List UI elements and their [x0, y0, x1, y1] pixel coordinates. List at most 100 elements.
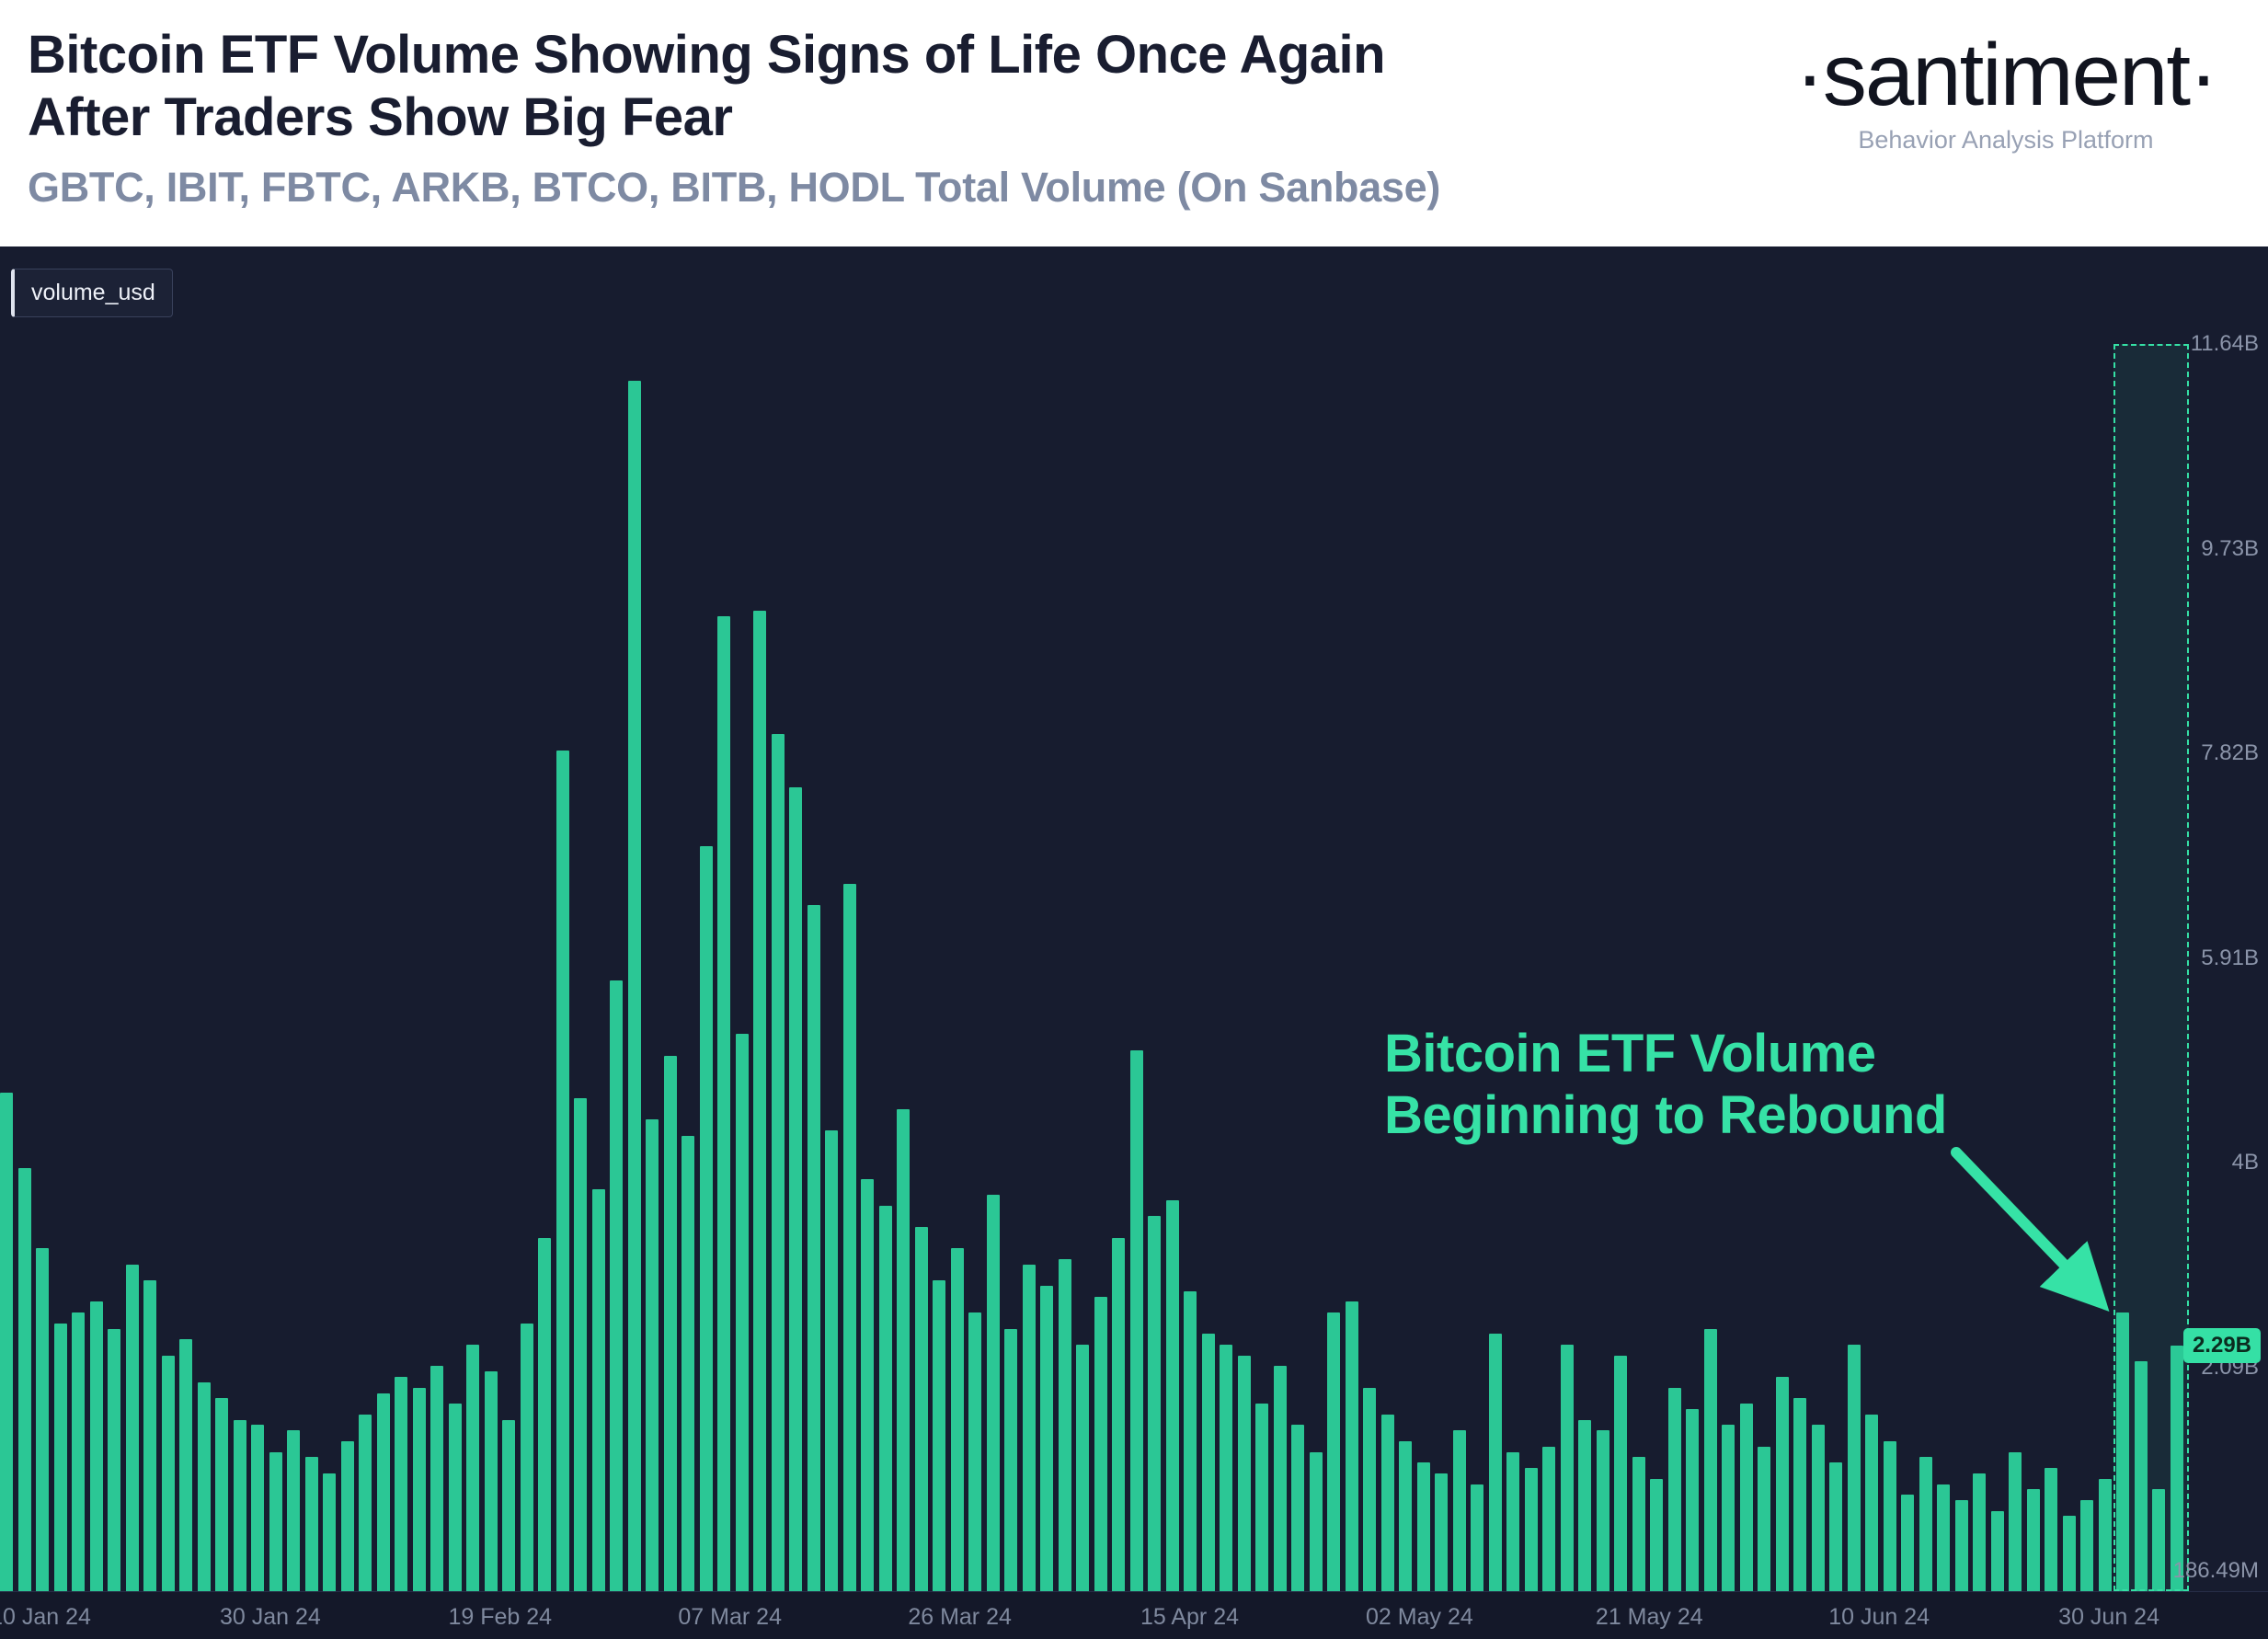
volume-bar[interactable] — [1596, 1430, 1609, 1591]
volume-bar[interactable] — [1703, 1328, 1717, 1591]
volume-bar[interactable] — [610, 980, 623, 1591]
volume-bar[interactable] — [1255, 1404, 1268, 1591]
volume-bar[interactable] — [771, 734, 785, 1591]
volume-bar[interactable] — [878, 1205, 892, 1591]
volume-bar[interactable] — [466, 1345, 479, 1591]
volume-bar[interactable] — [1758, 1446, 1770, 1591]
volume-bar[interactable] — [933, 1280, 945, 1591]
volume-bar[interactable] — [1291, 1425, 1304, 1591]
volume-bar[interactable] — [430, 1366, 443, 1591]
volume-bar[interactable] — [897, 1108, 910, 1591]
volume-bar[interactable] — [591, 1189, 605, 1591]
volume-bar[interactable] — [825, 1130, 838, 1591]
volume-bar[interactable] — [1578, 1419, 1591, 1591]
volume-bar[interactable] — [1076, 1345, 1089, 1591]
volume-bar[interactable] — [1112, 1237, 1125, 1591]
volume-bar[interactable] — [1686, 1408, 1699, 1591]
volume-bar[interactable] — [2098, 1478, 2112, 1591]
volume-bar[interactable] — [1184, 1290, 1197, 1591]
volume-bar[interactable] — [1148, 1216, 1161, 1591]
volume-bar[interactable] — [1973, 1473, 1986, 1591]
volume-bar[interactable] — [1919, 1457, 1932, 1591]
volume-bar[interactable] — [1363, 1387, 1376, 1591]
volume-bar[interactable] — [395, 1377, 407, 1591]
volume-bar[interactable] — [287, 1430, 300, 1591]
volume-bar[interactable] — [448, 1404, 462, 1591]
volume-bar[interactable] — [1471, 1484, 1483, 1591]
volume-bar[interactable] — [1614, 1355, 1627, 1591]
volume-bar[interactable] — [2009, 1451, 2022, 1591]
volume-bar[interactable] — [36, 1248, 49, 1591]
volume-bar[interactable] — [1829, 1462, 1842, 1591]
volume-bar[interactable] — [1380, 1414, 1394, 1591]
volume-bar[interactable] — [1237, 1355, 1251, 1591]
volume-bar[interactable] — [968, 1312, 981, 1591]
volume-bar[interactable] — [1452, 1430, 1466, 1591]
volume-bar[interactable] — [1435, 1473, 1448, 1591]
volume-bar[interactable] — [17, 1167, 31, 1591]
volume-bar[interactable] — [682, 1135, 694, 1591]
volume-bar[interactable] — [1901, 1495, 1914, 1591]
volume-bar[interactable] — [1775, 1377, 1789, 1591]
volume-bar[interactable] — [1488, 1334, 1502, 1591]
volume-bar[interactable] — [1129, 1049, 1143, 1591]
volume-bar[interactable] — [1416, 1462, 1430, 1591]
volume-bar[interactable] — [699, 846, 713, 1591]
volume-bar[interactable] — [753, 611, 766, 1591]
volume-bar[interactable] — [1399, 1440, 1412, 1591]
volume-bar[interactable] — [233, 1419, 246, 1591]
volume-bar[interactable] — [520, 1323, 533, 1591]
volume-bar[interactable] — [2080, 1499, 2093, 1591]
volume-bar[interactable] — [1632, 1457, 1645, 1591]
volume-bar[interactable] — [914, 1226, 928, 1591]
volume-bar[interactable] — [807, 905, 820, 1591]
volume-bar[interactable] — [1345, 1301, 1358, 1591]
volume-bar[interactable] — [663, 1055, 677, 1591]
volume-bar[interactable] — [269, 1451, 282, 1591]
volume-bar[interactable] — [538, 1237, 551, 1591]
volume-bar[interactable] — [1040, 1286, 1053, 1591]
volume-bar[interactable] — [108, 1328, 120, 1591]
volume-bar[interactable] — [1542, 1446, 1555, 1591]
volume-bar[interactable] — [1220, 1345, 1232, 1591]
volume-bar[interactable] — [735, 1034, 749, 1591]
volume-bar[interactable] — [2116, 1312, 2129, 1591]
volume-bar[interactable] — [1990, 1510, 2004, 1591]
volume-bar[interactable] — [484, 1371, 498, 1591]
volume-bar[interactable] — [215, 1398, 228, 1591]
volume-bar[interactable] — [950, 1248, 964, 1591]
volume-bar[interactable] — [1847, 1345, 1861, 1591]
volume-bar[interactable] — [179, 1339, 192, 1591]
legend-volume-usd[interactable]: volume_usd — [11, 269, 173, 317]
volume-bar[interactable] — [1327, 1312, 1340, 1591]
volume-bar[interactable] — [161, 1355, 175, 1591]
volume-bar[interactable] — [304, 1457, 318, 1591]
volume-bar[interactable] — [2062, 1516, 2076, 1591]
volume-bar[interactable] — [1883, 1440, 1896, 1591]
volume-bar[interactable] — [143, 1280, 156, 1591]
volume-bar[interactable] — [53, 1323, 67, 1591]
volume-bar[interactable] — [861, 1178, 874, 1591]
volume-bar[interactable] — [1811, 1425, 1825, 1591]
volume-bar[interactable] — [89, 1301, 103, 1591]
volume-bar[interactable] — [574, 1098, 587, 1591]
volume-bar[interactable] — [359, 1414, 372, 1591]
volume-bar[interactable] — [627, 380, 641, 1591]
volume-bar[interactable] — [72, 1312, 85, 1591]
volume-bar[interactable] — [1722, 1425, 1735, 1591]
volume-bar[interactable] — [1058, 1258, 1071, 1591]
volume-bar[interactable] — [842, 884, 856, 1591]
volume-bar[interactable] — [1273, 1366, 1287, 1591]
volume-bar[interactable] — [197, 1381, 211, 1591]
volume-bar[interactable] — [1739, 1404, 1753, 1591]
volume-bar[interactable] — [1506, 1451, 1519, 1591]
volume-bar[interactable] — [0, 1093, 13, 1591]
volume-bar[interactable] — [412, 1387, 426, 1591]
volume-bar[interactable] — [376, 1393, 390, 1591]
volume-bar[interactable] — [1309, 1451, 1323, 1591]
volume-bar[interactable] — [1793, 1398, 1806, 1591]
volume-bar[interactable] — [125, 1264, 139, 1591]
volume-bar[interactable] — [986, 1194, 1000, 1591]
volume-bar[interactable] — [251, 1425, 264, 1591]
volume-bar[interactable] — [646, 1119, 659, 1591]
